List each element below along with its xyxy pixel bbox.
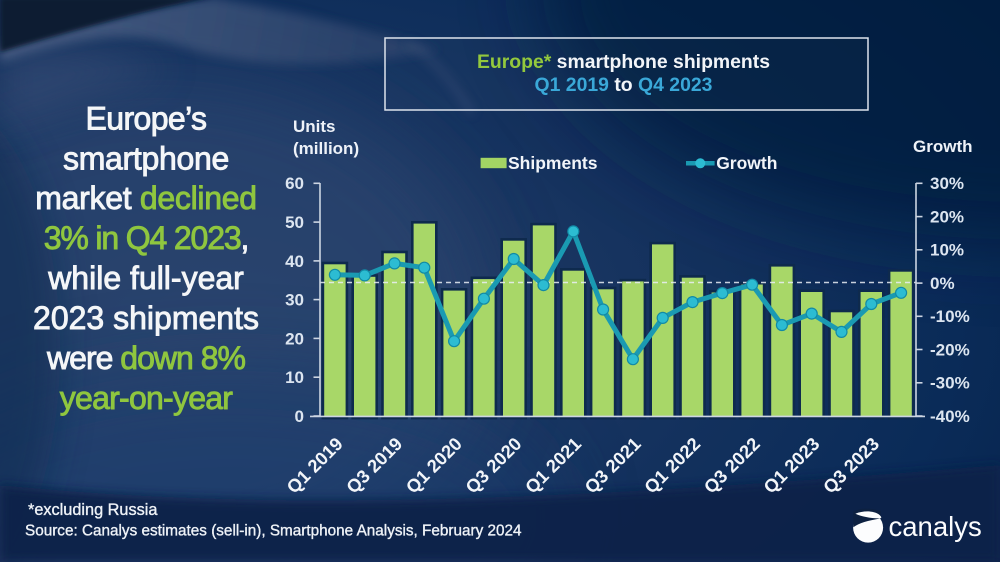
svg-text:10%: 10% [930,241,964,260]
svg-text:year-on-year: year-on-year [60,380,234,416]
svg-text:Q1 2019 to Q4 2023: Q1 2019 to Q4 2023 [535,74,713,96]
svg-text:20: 20 [285,329,304,348]
svg-text:while full-year: while full-year [47,260,244,296]
svg-text:*excluding Russia: *excluding Russia [28,501,158,519]
svg-text:Growth: Growth [716,153,777,173]
svg-text:market declined: market declined [35,180,256,216]
svg-text:10: 10 [285,368,304,387]
svg-text:40: 40 [285,252,304,271]
svg-text:-10%: -10% [930,307,970,326]
svg-text:(million): (million) [293,139,359,158]
svg-text:canalys: canalys [889,511,982,542]
svg-text:were down 8%: were down 8% [46,340,245,376]
svg-text:Growth: Growth [913,137,973,156]
svg-text:30%: 30% [930,174,964,193]
svg-text:0%: 0% [930,274,955,293]
svg-text:Europe’s: Europe’s [86,100,207,136]
svg-text:30: 30 [285,291,304,310]
svg-text:2023 shipments: 2023 shipments [33,300,259,336]
svg-text:50: 50 [285,213,304,232]
svg-text:3% in Q4 2023,: 3% in Q4 2023, [44,220,249,256]
svg-text:Shipments: Shipments [508,153,598,173]
svg-text:smartphone: smartphone [63,140,229,176]
svg-text:-40%: -40% [930,407,970,426]
svg-text:60: 60 [285,174,304,193]
svg-text:-30%: -30% [930,374,970,393]
svg-text:0: 0 [295,407,304,426]
svg-text:Europe* smartphone shipments: Europe* smartphone shipments [477,51,770,73]
svg-text:20%: 20% [930,208,964,227]
svg-text:Units: Units [293,117,336,136]
svg-text:Source: Canalys estimates (sel: Source: Canalys estimates (sell-in), Sma… [25,523,522,540]
svg-text:-20%: -20% [930,340,970,359]
